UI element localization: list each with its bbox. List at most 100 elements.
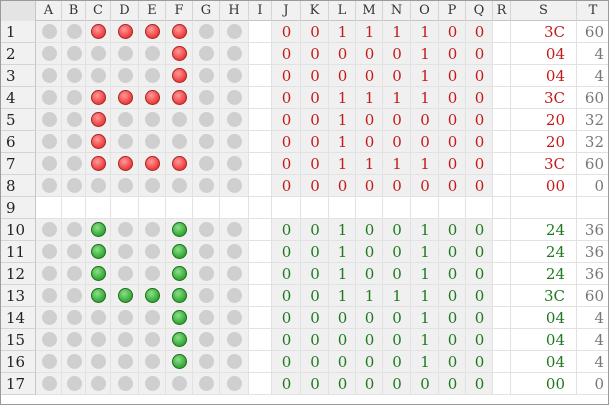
row-header[interactable]: 14 [1, 307, 36, 329]
cell-j9[interactable] [272, 197, 301, 219]
cell-e11[interactable] [139, 241, 166, 263]
cell-k15[interactable] [301, 329, 329, 351]
cell-h5[interactable] [220, 109, 249, 131]
cell-j5[interactable] [272, 109, 301, 131]
cell-f17[interactable] [166, 373, 193, 395]
cell-l4[interactable] [329, 87, 356, 109]
cell-n5[interactable] [383, 109, 411, 131]
row-header[interactable]: 11 [1, 241, 36, 263]
cell-n10[interactable] [383, 219, 411, 241]
cell-i3[interactable] [249, 65, 272, 87]
cell-s9[interactable] [511, 197, 577, 219]
cell-h1[interactable] [220, 21, 249, 43]
cell-e12[interactable] [139, 263, 166, 285]
cell-h4[interactable] [220, 87, 249, 109]
cell-k6[interactable] [301, 131, 329, 153]
cell-d7[interactable] [111, 153, 139, 175]
cell-h13[interactable] [220, 285, 249, 307]
cell-l1[interactable] [329, 21, 356, 43]
column-header-j[interactable]: J [272, 1, 301, 21]
cell-h9[interactable] [220, 197, 249, 219]
cell-c16[interactable] [86, 351, 111, 373]
cell-n17[interactable] [383, 373, 411, 395]
cell-h3[interactable] [220, 65, 249, 87]
row-header[interactable]: 12 [1, 263, 36, 285]
cell-i9[interactable] [249, 197, 272, 219]
cell-r15[interactable] [493, 329, 511, 351]
row-header[interactable]: 8 [1, 175, 36, 197]
cell-g12[interactable] [193, 263, 220, 285]
cell-q11[interactable] [466, 241, 493, 263]
cell-e9[interactable] [139, 197, 166, 219]
cell-r6[interactable] [493, 131, 511, 153]
cell-i4[interactable] [249, 87, 272, 109]
cell-e5[interactable] [139, 109, 166, 131]
cell-p3[interactable] [439, 65, 466, 87]
cell-t13[interactable] [577, 285, 608, 307]
cell-s14[interactable] [511, 307, 577, 329]
cell-l2[interactable] [329, 43, 356, 65]
cell-a2[interactable] [36, 43, 62, 65]
cell-q15[interactable] [466, 329, 493, 351]
cell-h17[interactable] [220, 373, 249, 395]
row-header[interactable]: 3 [1, 65, 36, 87]
cell-s8[interactable] [511, 175, 577, 197]
cell-j2[interactable] [272, 43, 301, 65]
cell-i12[interactable] [249, 263, 272, 285]
column-header-l[interactable]: L [329, 1, 356, 21]
cell-s6[interactable] [511, 131, 577, 153]
cell-b16[interactable] [62, 351, 86, 373]
cell-m3[interactable] [356, 65, 383, 87]
cell-f1[interactable] [166, 21, 193, 43]
cell-e4[interactable] [139, 87, 166, 109]
cell-l9[interactable] [329, 197, 356, 219]
cell-n16[interactable] [383, 351, 411, 373]
cell-k12[interactable] [301, 263, 329, 285]
cell-p5[interactable] [439, 109, 466, 131]
cell-b8[interactable] [62, 175, 86, 197]
column-header-n[interactable]: N [383, 1, 411, 21]
cell-e3[interactable] [139, 65, 166, 87]
cell-d6[interactable] [111, 131, 139, 153]
cell-q4[interactable] [466, 87, 493, 109]
cell-k11[interactable] [301, 241, 329, 263]
cell-r8[interactable] [493, 175, 511, 197]
cell-n15[interactable] [383, 329, 411, 351]
cell-f10[interactable] [166, 219, 193, 241]
cell-i7[interactable] [249, 153, 272, 175]
cell-f12[interactable] [166, 263, 193, 285]
column-header-f[interactable]: F [166, 1, 193, 21]
cell-l7[interactable] [329, 153, 356, 175]
cell-p11[interactable] [439, 241, 466, 263]
cell-h12[interactable] [220, 263, 249, 285]
column-header-a[interactable]: A [36, 1, 62, 21]
cell-k5[interactable] [301, 109, 329, 131]
cell-e17[interactable] [139, 373, 166, 395]
cell-d5[interactable] [111, 109, 139, 131]
cell-p9[interactable] [439, 197, 466, 219]
cell-l12[interactable] [329, 263, 356, 285]
cell-a16[interactable] [36, 351, 62, 373]
cell-o7[interactable] [411, 153, 439, 175]
cell-k10[interactable] [301, 219, 329, 241]
cell-f16[interactable] [166, 351, 193, 373]
cell-a10[interactable] [36, 219, 62, 241]
cell-a1[interactable] [36, 21, 62, 43]
column-header-s[interactable]: S [511, 1, 577, 21]
cell-i13[interactable] [249, 285, 272, 307]
cell-i8[interactable] [249, 175, 272, 197]
cell-a17[interactable] [36, 373, 62, 395]
cell-b9[interactable] [62, 197, 86, 219]
cell-l3[interactable] [329, 65, 356, 87]
cell-c14[interactable] [86, 307, 111, 329]
cell-a14[interactable] [36, 307, 62, 329]
cell-l15[interactable] [329, 329, 356, 351]
column-header-k[interactable]: K [301, 1, 329, 21]
cell-a3[interactable] [36, 65, 62, 87]
column-header-e[interactable]: E [139, 1, 166, 21]
cell-o2[interactable] [411, 43, 439, 65]
cell-k13[interactable] [301, 285, 329, 307]
cell-t8[interactable] [577, 175, 608, 197]
cell-b13[interactable] [62, 285, 86, 307]
cell-m17[interactable] [356, 373, 383, 395]
